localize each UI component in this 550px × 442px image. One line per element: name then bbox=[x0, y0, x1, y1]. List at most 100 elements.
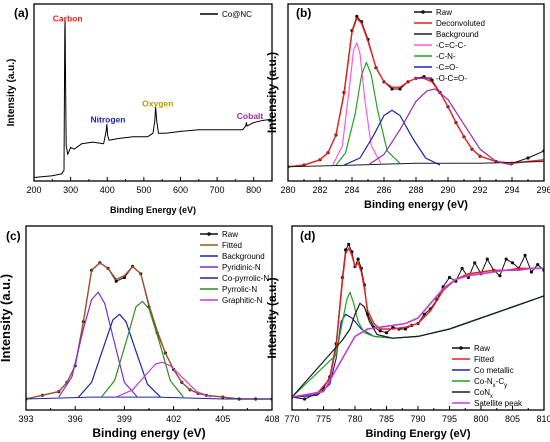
panel-label: (a) bbox=[14, 6, 29, 20]
data-point bbox=[529, 270, 534, 274]
x-tick-label: 775 bbox=[316, 414, 331, 424]
legend-label: Co-Nx-Cy bbox=[474, 377, 507, 389]
legend-label: -O-C=O- bbox=[436, 74, 467, 83]
data-point bbox=[422, 312, 426, 316]
data-point bbox=[536, 263, 540, 267]
series-group bbox=[34, 19, 272, 178]
legend-label: -C=O- bbox=[436, 63, 458, 72]
series-line--o-c-o- bbox=[367, 88, 513, 166]
data-point bbox=[344, 248, 348, 252]
data-point bbox=[391, 325, 395, 329]
series-line--c-c-c- bbox=[332, 42, 382, 166]
series-line-raw bbox=[26, 262, 272, 400]
x-tick-label: 282 bbox=[312, 185, 327, 195]
data-point bbox=[526, 156, 530, 160]
data-point bbox=[523, 253, 527, 257]
y-axis-title: Intensity (a.u.) bbox=[265, 52, 279, 133]
x-tick-label: 200 bbox=[26, 185, 41, 195]
legend-marker bbox=[207, 232, 211, 236]
legend-label: Background bbox=[436, 30, 479, 39]
x-tick-label: 284 bbox=[344, 185, 359, 195]
panel-b: 280 282 284 286 288 290 292 294 296 Binding energ… bbox=[265, 3, 550, 211]
data-point bbox=[498, 274, 502, 278]
panel-label: (c) bbox=[6, 229, 21, 243]
legend-marker bbox=[421, 10, 425, 14]
x-tick-label: 294 bbox=[504, 185, 519, 195]
x-tick-label: 790 bbox=[410, 414, 425, 424]
x-tick-label: 780 bbox=[347, 414, 362, 424]
series-group bbox=[26, 261, 272, 401]
series-line-pyridinic-n bbox=[58, 291, 138, 398]
x-tick-label: 402 bbox=[166, 414, 181, 424]
x-tick-label: 795 bbox=[442, 414, 457, 424]
x-tick-label: 600 bbox=[173, 185, 188, 195]
data-point bbox=[303, 397, 307, 401]
x-axis-title: Binding energy (eV) bbox=[364, 199, 468, 211]
legend-label: Raw bbox=[474, 344, 490, 353]
series-line-deconvoluted bbox=[288, 17, 544, 168]
x-axis-title: Binding Energy (eV) bbox=[365, 428, 470, 440]
x-tick-label: 290 bbox=[440, 185, 455, 195]
legend-label: Satellite peak bbox=[474, 399, 523, 408]
data-point bbox=[390, 87, 394, 91]
legend-label: Pyrrolic-N bbox=[222, 285, 257, 294]
legend-label: Raw bbox=[222, 230, 238, 239]
series-group bbox=[288, 14, 544, 169]
data-point bbox=[403, 327, 407, 331]
legend-label: Co-pyrrolic-N bbox=[222, 274, 269, 283]
legend-label: Background bbox=[222, 252, 265, 261]
legend-label: Co@NC bbox=[222, 10, 252, 19]
x-tick-label: 785 bbox=[379, 414, 394, 424]
x-tick-label: 810 bbox=[536, 414, 550, 424]
series-line--c-o- bbox=[343, 109, 441, 166]
series-line-co-nc bbox=[34, 19, 272, 178]
data-point bbox=[355, 14, 359, 18]
x-tick-label: 296 bbox=[536, 185, 550, 195]
data-point bbox=[447, 275, 452, 280]
x-tick-label: 300 bbox=[63, 185, 78, 195]
legend-label: Fitted bbox=[474, 355, 494, 364]
x-tick-label: 408 bbox=[264, 414, 279, 424]
x-tick-label: 800 bbox=[246, 185, 261, 195]
data-point bbox=[378, 329, 382, 333]
series-line-satellite-peak bbox=[292, 267, 544, 398]
x-tick-label: 770 bbox=[284, 414, 299, 424]
x-axis-title: Binding Energy (eV) bbox=[110, 205, 196, 215]
x-tick-label: 286 bbox=[376, 185, 391, 195]
data-point bbox=[504, 257, 508, 261]
plot-frame bbox=[33, 3, 273, 182]
series-line--c-n- bbox=[335, 61, 401, 166]
legend: Raw Fitted Background Pyridinic-N Co-pyrroli… bbox=[200, 230, 269, 305]
data-point bbox=[114, 279, 118, 283]
data-point bbox=[356, 257, 360, 261]
panel-label: (d) bbox=[300, 229, 315, 243]
element-annotation: Carbon bbox=[53, 14, 83, 24]
data-point bbox=[510, 261, 515, 265]
x-tick-label: 396 bbox=[68, 414, 83, 424]
series-line-pyrrolic-n bbox=[100, 300, 184, 398]
x-tick-label: 700 bbox=[210, 185, 225, 195]
legend-label: -C-N- bbox=[436, 52, 456, 61]
x-tick-label: 500 bbox=[136, 185, 151, 195]
legend-label: CoNx bbox=[474, 388, 493, 400]
legend-label: Graphitic-N bbox=[222, 296, 263, 305]
x-tick-label: 288 bbox=[408, 185, 423, 195]
element-annotation: Cobalt bbox=[237, 111, 264, 121]
series-line-background bbox=[26, 396, 272, 400]
legend-label: -C=C-C- bbox=[436, 41, 466, 50]
series-group bbox=[292, 242, 544, 401]
data-point bbox=[398, 87, 402, 91]
legend-label: Co metallic bbox=[474, 366, 514, 375]
x-tick-label: 405 bbox=[215, 414, 230, 424]
legend-label: Raw bbox=[436, 8, 452, 17]
element-annotation: Oxygen bbox=[142, 99, 173, 109]
y-axis-title: Intensity (a.u.) bbox=[265, 277, 279, 358]
panel-a: 200 300 400 500 600 700 800 Binding Energy (eV)… bbox=[6, 3, 273, 215]
series-line-co-pyrrolic-n bbox=[78, 313, 161, 398]
data-point bbox=[460, 266, 464, 270]
series-line-fitted bbox=[26, 262, 272, 400]
x-tick-label: 393 bbox=[18, 414, 33, 424]
y-axis-title: Intensity (a.u.) bbox=[0, 274, 13, 362]
data-point bbox=[485, 257, 489, 261]
